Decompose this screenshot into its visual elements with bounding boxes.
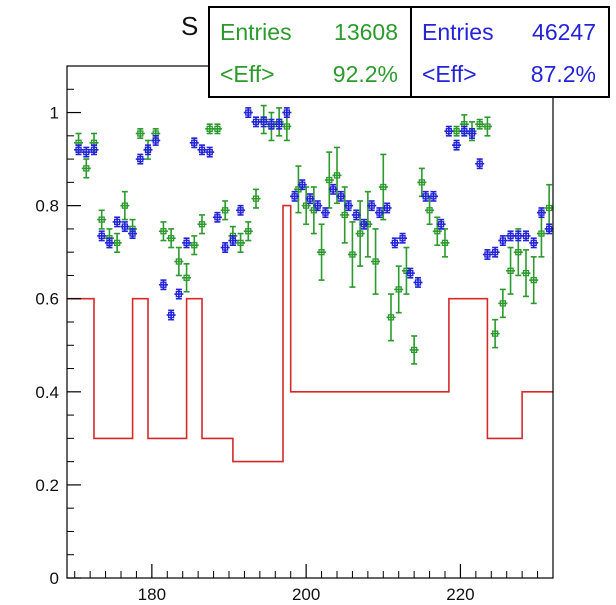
stats-box-green: Entries 13608 <Eff> 92.2% xyxy=(208,6,412,98)
blue-point xyxy=(460,127,469,136)
green-point xyxy=(182,264,191,292)
green-point xyxy=(498,289,507,317)
reference-step-line xyxy=(67,206,553,462)
x-tick-label: 200 xyxy=(292,585,320,604)
green-point xyxy=(387,294,396,341)
blue-point xyxy=(244,108,253,117)
blue-point xyxy=(105,238,114,247)
plot-frame xyxy=(67,66,553,578)
blue-point xyxy=(198,145,207,154)
green-point xyxy=(190,236,199,255)
blue-point xyxy=(282,108,291,117)
blue-point xyxy=(475,159,484,168)
blue-point xyxy=(144,145,153,154)
blue-point xyxy=(167,310,176,319)
blue-point xyxy=(491,248,500,257)
blue-point xyxy=(82,147,91,156)
blue-point xyxy=(159,280,168,289)
blue-point xyxy=(90,145,99,154)
green-point xyxy=(475,120,484,129)
blue-point xyxy=(252,117,261,126)
blue-point xyxy=(545,224,554,233)
blue-point xyxy=(221,243,230,252)
blue-point xyxy=(182,238,191,247)
eff-label: <Eff> xyxy=(220,54,275,94)
green-point xyxy=(483,117,492,136)
green-series xyxy=(74,106,554,364)
green-point xyxy=(522,250,531,297)
chart-title: S xyxy=(181,11,198,41)
green-point xyxy=(325,152,334,208)
green-point xyxy=(113,234,122,253)
green-point xyxy=(317,224,326,280)
entries-label: Entries xyxy=(220,12,292,52)
green-point xyxy=(244,222,253,241)
blue-point xyxy=(529,238,538,247)
green-point xyxy=(491,320,500,348)
y-tick-label: 1 xyxy=(50,104,59,123)
green-point xyxy=(221,201,230,220)
green-point xyxy=(452,127,461,136)
eff-value: 92.2% xyxy=(333,54,398,94)
green-point xyxy=(167,229,176,248)
eff-value: 87.2% xyxy=(531,54,596,94)
blue-point xyxy=(120,222,129,231)
entries-label: Entries xyxy=(422,12,494,52)
x-tick-label: 220 xyxy=(446,585,474,604)
green-point xyxy=(394,266,403,313)
entries-value: 46247 xyxy=(532,12,596,52)
green-point xyxy=(252,189,261,208)
blue-point xyxy=(321,208,330,217)
blue-point xyxy=(136,154,145,163)
blue-point xyxy=(74,145,83,154)
entries-value: 13608 xyxy=(334,12,398,52)
y-tick-label: 0.8 xyxy=(35,197,59,216)
green-point xyxy=(348,222,357,287)
green-point xyxy=(371,229,380,294)
green-point xyxy=(136,129,145,138)
axes: 0 0.2 0.4 0.6 0.8 1 180 200 220 xyxy=(35,66,553,604)
blue-point xyxy=(414,278,423,287)
blue-point xyxy=(483,250,492,259)
blue-point xyxy=(398,234,407,243)
green-point xyxy=(529,257,538,304)
reference-step-path xyxy=(67,206,553,462)
blue-point xyxy=(113,217,122,226)
blue-point xyxy=(97,231,106,240)
green-point xyxy=(198,215,207,234)
y-tick-label: 0.2 xyxy=(35,476,59,495)
green-point xyxy=(302,187,311,224)
green-point xyxy=(441,229,450,257)
blue-point xyxy=(452,140,461,149)
blue-point xyxy=(205,147,214,156)
green-point xyxy=(174,248,183,276)
green-point xyxy=(120,192,129,220)
blue-point xyxy=(390,238,399,247)
blue-point xyxy=(174,289,183,298)
green-point xyxy=(410,336,419,364)
y-tick-label: 0 xyxy=(50,569,59,588)
blue-point xyxy=(506,231,515,240)
blue-point xyxy=(236,206,245,215)
x-tick-label: 180 xyxy=(138,585,166,604)
blue-point xyxy=(514,231,523,240)
green-point xyxy=(205,124,214,133)
green-point xyxy=(506,248,515,295)
blue-point xyxy=(537,208,546,217)
green-point xyxy=(97,210,106,229)
blue-point xyxy=(213,213,222,222)
blue-point xyxy=(522,231,531,240)
blue-point xyxy=(151,136,160,145)
y-tick-label: 0.4 xyxy=(35,383,59,402)
green-point xyxy=(236,234,245,253)
blue-point xyxy=(498,236,507,245)
y-tick-label: 0.6 xyxy=(35,290,59,309)
green-point xyxy=(159,222,168,241)
blue-point xyxy=(444,127,453,136)
stats-box-blue: Entries 46247 <Eff> 87.2% xyxy=(410,6,610,98)
blue-point xyxy=(190,138,199,147)
green-point xyxy=(82,159,91,178)
green-point xyxy=(213,124,222,133)
eff-label: <Eff> xyxy=(422,54,477,94)
